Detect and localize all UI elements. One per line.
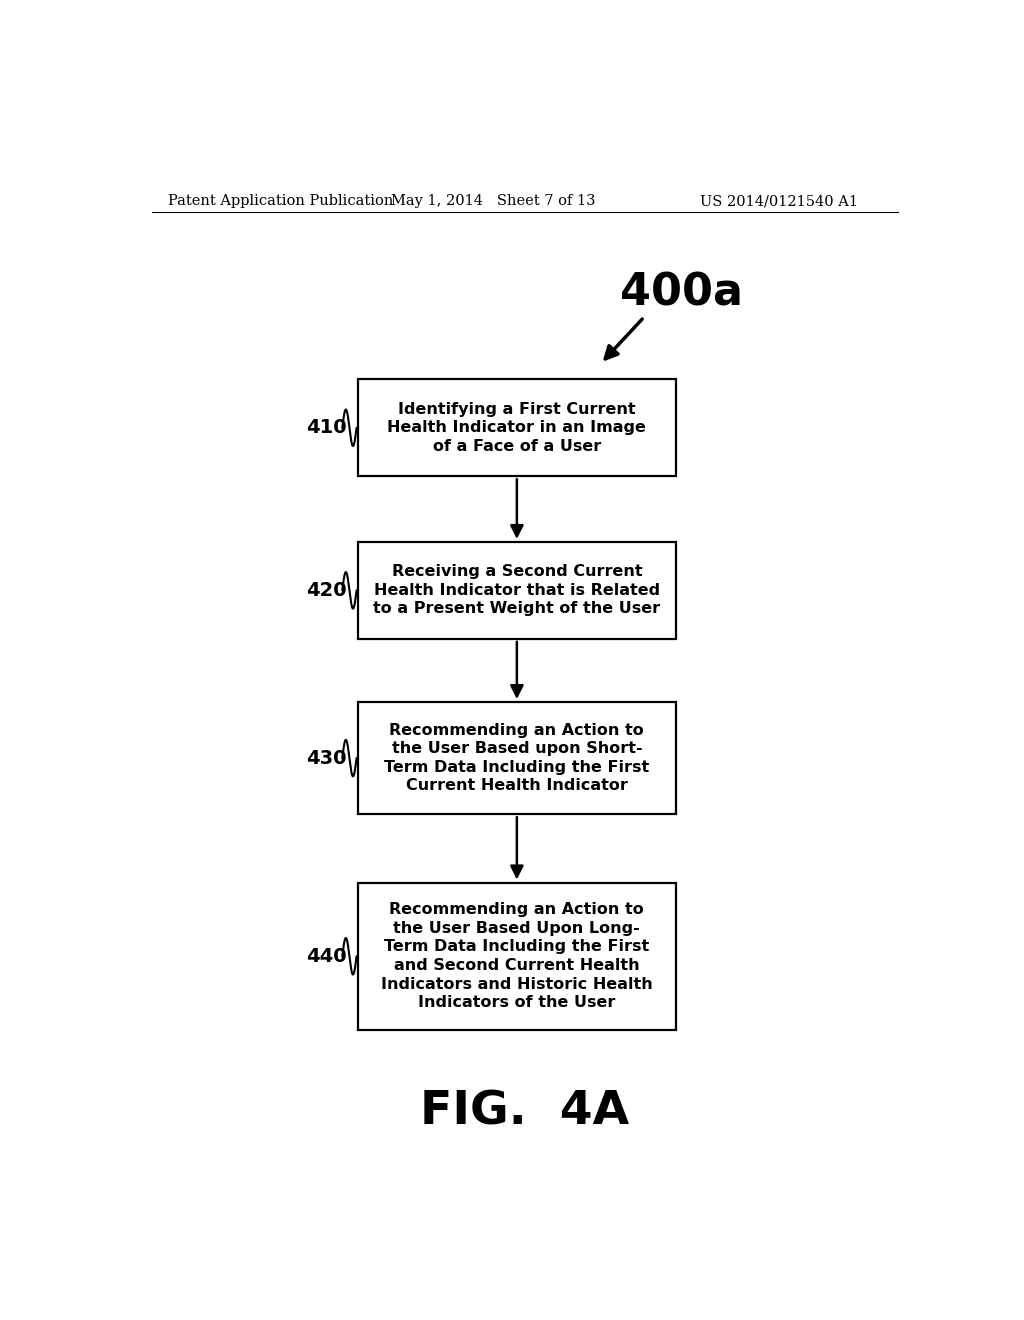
Bar (358, 702, 676, 814)
Text: 410: 410 (306, 418, 347, 437)
Text: May 1, 2014   Sheet 7 of 13: May 1, 2014 Sheet 7 of 13 (391, 194, 595, 209)
Text: Recommending an Action to
the User Based upon Short-
Term Data Including the Fir: Recommending an Action to the User Based… (384, 722, 649, 793)
Bar (358, 543, 676, 639)
Text: 400a: 400a (620, 271, 743, 314)
Text: FIG.  4A: FIG. 4A (420, 1089, 630, 1134)
Bar (358, 883, 676, 1030)
Text: 430: 430 (306, 748, 347, 767)
Text: Recommending an Action to
the User Based Upon Long-
Term Data Including the Firs: Recommending an Action to the User Based… (381, 903, 652, 1010)
Text: 420: 420 (306, 581, 347, 599)
Text: 440: 440 (306, 946, 347, 966)
Bar (358, 379, 676, 477)
Text: Identifying a First Current
Health Indicator in an Image
of a Face of a User: Identifying a First Current Health Indic… (387, 401, 646, 454)
Text: Receiving a Second Current
Health Indicator that is Related
to a Present Weight : Receiving a Second Current Health Indica… (374, 564, 660, 616)
Text: Patent Application Publication: Patent Application Publication (168, 194, 393, 209)
Text: US 2014/0121540 A1: US 2014/0121540 A1 (700, 194, 858, 209)
